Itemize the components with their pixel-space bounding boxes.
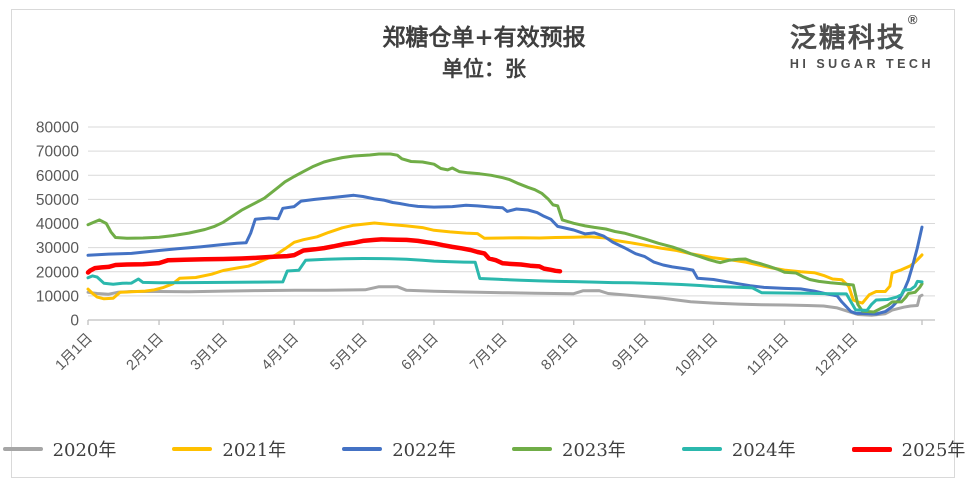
- legend-item-2025年: 2025年: [851, 436, 966, 462]
- legend-swatch: [851, 446, 892, 452]
- brand-logo-text: 泛糖科技: [789, 23, 906, 54]
- series-line-2020年: [86, 285, 924, 317]
- legend-item-2024年: 2024年: [681, 436, 796, 462]
- brand-logo: 泛糖科技 ® HI SUGAR TECH: [789, 12, 934, 71]
- x-axis-tick-label: 1月1日: [53, 331, 96, 374]
- y-axis-tick-label: 40000: [36, 216, 79, 233]
- legend-swatch: [681, 447, 722, 451]
- y-axis-tick-label: 10000: [36, 288, 79, 305]
- brand-logo-tagline: HI SUGAR TECH: [789, 57, 934, 71]
- x-axis-tick-label: 4月1日: [259, 331, 302, 374]
- x-axis-tick-label: 6月1日: [399, 331, 442, 374]
- legend-label: 2024年: [731, 440, 796, 461]
- series-line-2023年: [86, 152, 924, 314]
- y-axis-tick-label: 60000: [36, 168, 79, 185]
- x-axis-tick-label: 12月1日: [812, 331, 861, 380]
- x-axis-tick-label: 10月1日: [672, 331, 721, 380]
- registered-trademark-icon: ®: [907, 12, 918, 27]
- series-line-2025年: [85, 237, 563, 275]
- y-axis-tick-label: 20000: [36, 264, 79, 281]
- card-border: [11, 9, 955, 478]
- x-axis-tick-label: 9月1日: [609, 331, 652, 374]
- legend-item-2022年: 2022年: [342, 436, 456, 462]
- x-axis-tick-label: 2月1日: [124, 331, 167, 374]
- y-axis-tick-label: 30000: [36, 240, 79, 257]
- legend-item-2023年: 2023年: [512, 436, 626, 462]
- legend-swatch: [172, 447, 213, 451]
- legend-label: 2025年: [901, 440, 966, 461]
- legend-label: 2023年: [562, 440, 626, 461]
- x-axis-tick-label: 3月1日: [188, 331, 231, 374]
- y-axis-tick-label: 80000: [36, 120, 79, 137]
- legend-item-2021年: 2021年: [172, 436, 286, 462]
- legend-label: 2022年: [392, 440, 456, 461]
- x-axis-tick-label: 11月1日: [744, 331, 792, 379]
- legend-item-2020年: 2020年: [2, 436, 117, 462]
- legend-label: 2020年: [52, 440, 117, 461]
- y-axis-tick-label: 50000: [36, 192, 79, 209]
- legend: 2020年 2021年 2022年 2023年 2024年 2025年: [0, 436, 968, 462]
- legend-swatch: [2, 447, 43, 451]
- series-line-2024年: [86, 257, 924, 312]
- y-axis-tick-label: 0: [70, 313, 79, 330]
- x-axis-tick-label: 7月1日: [467, 331, 510, 374]
- x-axis-tick-label: 5月1日: [328, 331, 371, 374]
- y-axis-tick-label: 70000: [36, 144, 79, 161]
- legend-label: 2021年: [222, 440, 287, 461]
- legend-swatch: [342, 447, 383, 451]
- x-axis-tick-label: 8月1日: [538, 331, 581, 374]
- legend-swatch: [512, 447, 552, 451]
